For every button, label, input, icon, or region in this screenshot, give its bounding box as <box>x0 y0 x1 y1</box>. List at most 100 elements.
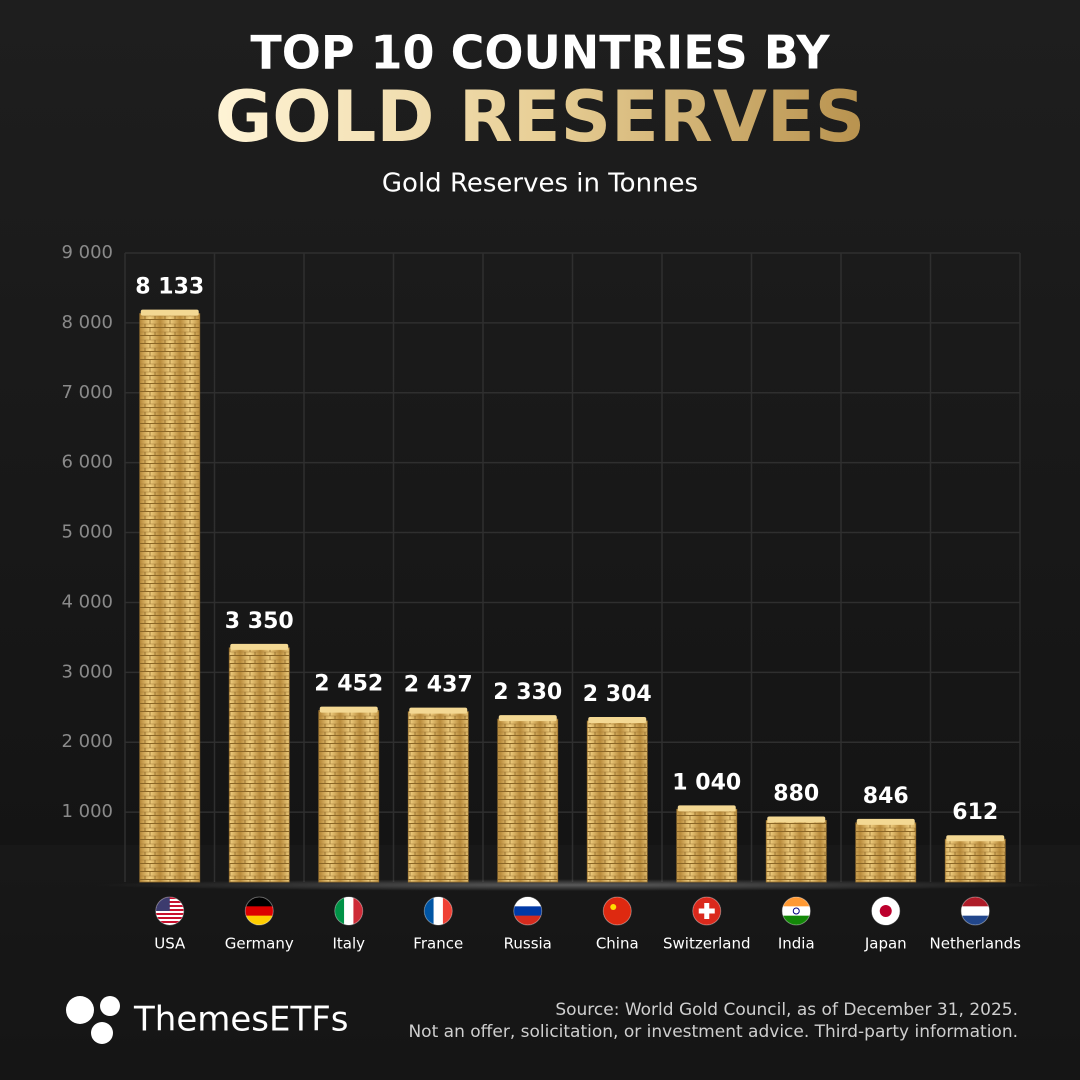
bar-top <box>140 309 199 316</box>
y-tick-label: 8 000 <box>61 312 113 333</box>
x-tick-label: France <box>413 935 463 953</box>
flag-part <box>155 913 184 915</box>
flag-part <box>879 905 892 917</box>
value-label: 3 350 <box>225 609 294 634</box>
flag-ring <box>423 896 453 926</box>
flag-ring <box>155 896 185 926</box>
value-label: 2 304 <box>583 682 652 707</box>
flag-part <box>792 907 800 915</box>
bar <box>228 647 290 883</box>
x-tick-label: China <box>596 935 639 953</box>
flag-part <box>782 897 811 907</box>
flag-part <box>245 906 274 916</box>
flag-ring <box>960 896 990 926</box>
value-label: 612 <box>952 800 998 825</box>
bar-top <box>230 643 289 650</box>
bar <box>944 838 1006 883</box>
flag-part <box>442 897 453 925</box>
x-tick-label: Netherlands <box>930 935 1022 953</box>
bar <box>318 710 380 883</box>
flag-part <box>155 921 184 923</box>
x-tick-label: Japan <box>864 935 907 953</box>
flag-part <box>698 908 715 914</box>
flag <box>692 897 721 925</box>
flag <box>334 897 363 925</box>
flag <box>871 897 900 925</box>
bar-top <box>856 818 915 825</box>
bar <box>855 822 917 883</box>
flag-part <box>245 897 274 907</box>
flag <box>961 897 990 925</box>
y-tick-label: 2 000 <box>61 731 113 752</box>
flag-ring <box>602 896 632 926</box>
flag-part <box>782 906 811 916</box>
value-label: 2 452 <box>314 672 383 697</box>
bar <box>139 313 201 883</box>
flag-ring <box>244 896 274 926</box>
source-note: Source: World Gold Council, as of Decemb… <box>555 1000 1018 1020</box>
flag-part <box>513 897 542 907</box>
bar-top <box>946 835 1005 842</box>
flag-part <box>353 897 363 925</box>
flag <box>782 897 811 925</box>
flag-ring <box>871 896 901 926</box>
value-label: 846 <box>863 784 909 809</box>
flag-part <box>513 906 542 916</box>
bar <box>407 711 469 883</box>
chart-title-highlight: GOLD RESERVES <box>215 76 865 158</box>
flag-part <box>961 915 990 925</box>
value-label: 2 437 <box>404 673 473 698</box>
chart-subtitle: Gold Reserves in Tonnes <box>382 169 698 199</box>
x-tick-label: Russia <box>504 935 552 953</box>
x-tick-label: Germany <box>225 935 294 953</box>
brand-logo <box>66 996 120 1044</box>
x-tick-label: Switzerland <box>663 935 751 953</box>
value-label: 880 <box>773 781 819 806</box>
flag <box>603 897 632 925</box>
y-tick-label: 9 000 <box>61 242 113 263</box>
flag <box>424 897 453 925</box>
bar-top <box>319 706 378 713</box>
y-tick-label: 6 000 <box>61 452 113 473</box>
bar-top <box>767 816 826 823</box>
bar-top <box>409 707 468 714</box>
flag-part <box>155 917 184 919</box>
y-tick-label: 7 000 <box>61 382 113 403</box>
bar-top <box>677 805 736 812</box>
flag <box>513 897 542 925</box>
flag <box>155 897 184 925</box>
bar-top <box>588 716 647 723</box>
y-tick-label: 5 000 <box>61 522 113 543</box>
flag-part <box>610 904 617 910</box>
flag-part <box>961 897 990 907</box>
bar <box>497 718 559 883</box>
x-tick-label: India <box>778 935 815 953</box>
flag-part <box>513 915 542 925</box>
value-label: 2 330 <box>493 680 562 705</box>
flag <box>245 897 274 925</box>
value-label: 8 133 <box>135 275 204 300</box>
flag-ring <box>513 896 543 926</box>
brand-name: ThemesETFs <box>133 1000 349 1040</box>
flag-ring <box>692 896 722 926</box>
chart-title: TOP 10 COUNTRIES BY <box>250 26 830 80</box>
flag-ring <box>334 896 364 926</box>
flag-part <box>424 897 434 925</box>
bar <box>676 808 738 883</box>
flag-part <box>245 915 274 925</box>
value-label: 1 040 <box>672 770 741 795</box>
disclaimer: Not an offer, solicitation, or investmen… <box>408 1022 1018 1042</box>
flag-part <box>433 897 444 925</box>
flag-ring <box>781 896 811 926</box>
flag-part <box>782 915 811 925</box>
x-tick-label: USA <box>154 935 186 953</box>
y-tick-label: 3 000 <box>61 661 113 682</box>
flag-part <box>603 897 632 925</box>
bar <box>586 720 648 883</box>
flag-part <box>334 897 345 925</box>
y-tick-label: 4 000 <box>61 591 113 612</box>
bar-top <box>498 715 557 722</box>
bar <box>765 820 827 883</box>
